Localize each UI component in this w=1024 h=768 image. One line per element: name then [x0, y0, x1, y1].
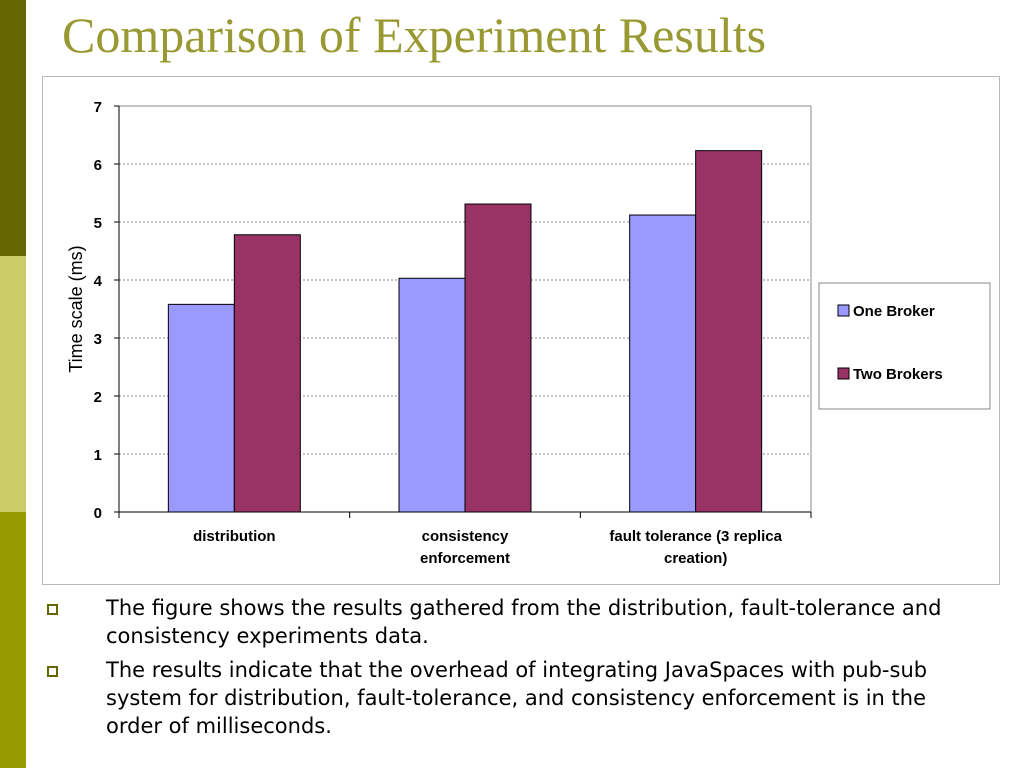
y-tick-label: 3: [94, 331, 102, 348]
side-band-middle: [0, 256, 26, 512]
x-category-label: distribution: [193, 528, 276, 545]
bar-two-brokers: [233, 234, 301, 513]
square-bullet-icon: [47, 666, 58, 677]
y-tick-label: 5: [94, 215, 102, 232]
chart-frame: 0 1 2 3 4 5 6 7 distribution consistency enforceme…: [42, 76, 1000, 585]
bullet-item: The figure shows the results gathered fr…: [44, 594, 974, 650]
x-category-label: fault tolerance (3 replica: [609, 528, 782, 545]
bullet-text: The figure shows the results gathered fr…: [106, 596, 942, 648]
y-tick-label: 4: [94, 273, 103, 290]
legend-swatch: [837, 304, 850, 317]
bullet-item: The results indicate that the overhead o…: [44, 656, 974, 740]
y-tick-label: 0: [94, 505, 102, 522]
bullet-text: The results indicate that the overhead o…: [106, 658, 928, 738]
y-axis-title: Time scale (ms): [66, 245, 86, 372]
side-band-bottom: [0, 512, 26, 768]
bar-two-brokers: [464, 203, 532, 513]
slide-title: Comparison of Experiment Results: [62, 7, 767, 63]
bullet-list: The figure shows the results gathered fr…: [44, 594, 974, 746]
y-tick-label: 7: [94, 99, 102, 116]
legend-swatch: [837, 367, 850, 380]
bar-one-broker: [167, 303, 235, 513]
y-tick-label: 1: [94, 447, 102, 464]
x-category-label: creation): [664, 550, 727, 567]
bar-two-brokers: [695, 150, 763, 513]
bar-chart: 0 1 2 3 4 5 6 7 distribution consistency enforceme…: [66, 99, 991, 567]
y-tick-label: 6: [94, 157, 102, 174]
x-category-label: consistency: [422, 528, 509, 545]
legend-label: Two Brokers: [853, 366, 943, 383]
bar-one-broker: [629, 214, 697, 513]
x-category-label: enforcement: [420, 550, 510, 567]
y-tick-label: 2: [94, 389, 102, 406]
legend-label: One Broker: [853, 303, 935, 320]
bar-one-broker: [398, 277, 466, 513]
square-bullet-icon: [47, 604, 58, 615]
side-band-top: [0, 0, 26, 256]
legend-box: [818, 282, 991, 410]
